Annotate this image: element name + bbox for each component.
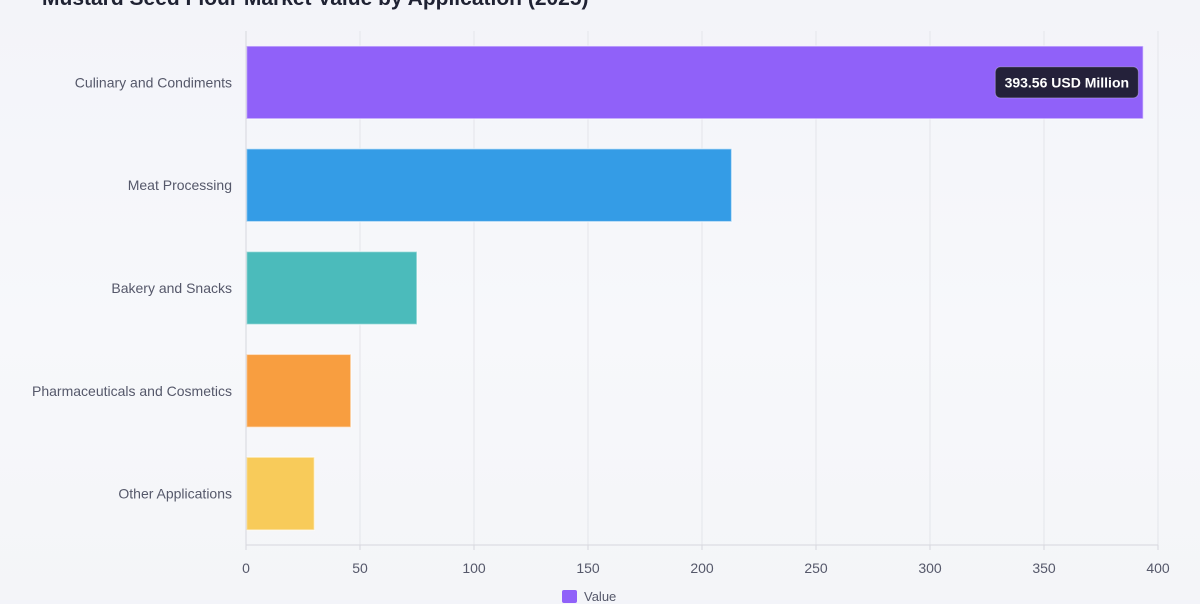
tooltip-box: [994, 66, 1139, 99]
value-tooltip: 393.56 USD Million: [994, 66, 1139, 99]
x-axis-ticks: 0 50 100 150 200 250 300 350 400: [242, 545, 1170, 576]
tooltip-text: 393.56 USD Million: [1005, 74, 1129, 90]
bar-other-applications[interactable]: [245, 456, 316, 531]
value-tooltip: 393.56 USD Million: [994, 66, 1139, 99]
x-tick-label: 200: [690, 560, 714, 576]
legend-swatch: [562, 590, 577, 603]
x-tick-label: 400: [1146, 560, 1170, 576]
x-tick-label: 350: [1032, 560, 1056, 576]
x-tick-label: 50: [352, 560, 368, 576]
y-category-label: Culinary and Condiments: [75, 74, 232, 90]
x-tick-label: 100: [462, 560, 486, 576]
bar-meat-processing[interactable]: [245, 147, 733, 223]
x-tick-label: 250: [804, 560, 828, 576]
y-category-label: Bakery and Snacks: [111, 280, 232, 296]
chart-title: Mustard Seed Flour Market Value by Appli…: [42, 0, 589, 11]
legend[interactable]: Value: [562, 589, 616, 604]
x-tick-label: 0: [242, 560, 250, 576]
y-category-label: Pharmaceuticals and Cosmetics: [32, 383, 232, 399]
bar-culinary-and-condiments[interactable]: [245, 45, 1145, 120]
x-tick-label: 150: [576, 560, 600, 576]
legend-label: Value: [584, 589, 617, 604]
y-category-label: Other Applications: [118, 486, 232, 502]
x-tick-label: 300: [918, 560, 942, 576]
category-labels: Culinary and Condiments Meat Processing Ba…: [32, 74, 232, 501]
bars: [245, 45, 1145, 531]
bar-pharmaceuticals-and-cosmetics[interactable]: [245, 353, 352, 429]
y-category-label: Meat Processing: [128, 177, 232, 193]
bar-bakery-and-snacks[interactable]: [245, 250, 418, 326]
axes: [245, 31, 1158, 546]
